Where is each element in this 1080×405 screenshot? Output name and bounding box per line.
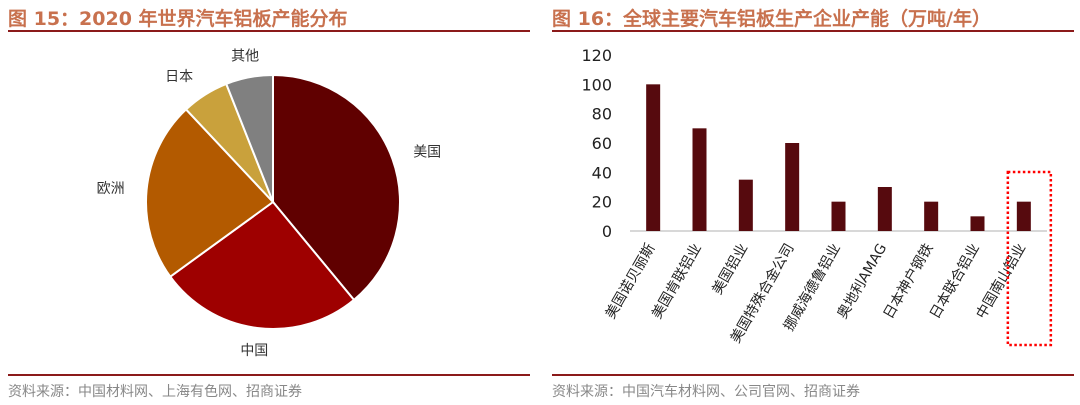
bar-6 bbox=[924, 201, 939, 231]
bar-3 bbox=[785, 143, 800, 231]
x-tick-label: 美国肯联铝业 bbox=[649, 241, 705, 322]
y-tick-label: 20 bbox=[592, 193, 612, 212]
source-divider bbox=[552, 374, 1074, 376]
pie-label: 欧洲 bbox=[97, 181, 125, 197]
y-tick-label: 100 bbox=[581, 75, 612, 94]
pie-label: 美国 bbox=[413, 145, 441, 161]
x-tick-label: 美国诺贝丽斯 bbox=[603, 241, 659, 322]
pie-slice-1 bbox=[168, 200, 356, 330]
y-tick-label: 40 bbox=[592, 163, 612, 182]
bar-4 bbox=[831, 201, 846, 231]
x-tick-label: 日本联合铝业 bbox=[927, 241, 983, 322]
highlight-box bbox=[1006, 170, 1053, 347]
bar-1 bbox=[692, 128, 707, 231]
y-tick-label: 80 bbox=[592, 105, 612, 124]
x-tick-label: 美国铝业 bbox=[709, 241, 751, 297]
bar-2 bbox=[738, 179, 753, 231]
pie-label: 日本 bbox=[165, 69, 193, 85]
y-tick-label: 60 bbox=[592, 134, 612, 153]
pie-chart-title: 图 15：2020 年世界汽车铝板产能分布 bbox=[8, 8, 348, 30]
bar-0 bbox=[646, 84, 661, 231]
x-tick-label: 中国南山铝业 bbox=[973, 241, 1029, 322]
bar-5 bbox=[877, 187, 892, 231]
pie-label: 中国 bbox=[240, 343, 268, 359]
title-divider bbox=[552, 30, 1074, 32]
pie-slice-2 bbox=[145, 108, 275, 279]
y-tick-label: 0 bbox=[602, 222, 612, 241]
x-tick-label: 奥地利AMAG bbox=[834, 241, 891, 322]
bar-source: 资料来源：中国汽车材料网、公司官网、招商证券 bbox=[552, 384, 860, 400]
x-tick-label: 日本神户钢铁 bbox=[880, 241, 937, 322]
y-tick-label: 120 bbox=[581, 46, 612, 65]
pie-slice-0 bbox=[272, 73, 401, 302]
bar-chart-title: 图 16：全球主要汽车铝板生产企业产能（万吨/年） bbox=[552, 8, 991, 30]
source-divider bbox=[8, 374, 530, 376]
pie-source: 资料来源：中国材料网、上海有色网、招商证券 bbox=[8, 384, 302, 400]
title-divider bbox=[8, 30, 530, 32]
bar-8 bbox=[1016, 201, 1031, 231]
bar-7 bbox=[970, 216, 985, 231]
pie-slice-4 bbox=[224, 73, 274, 203]
pie-label: 其他 bbox=[231, 49, 259, 65]
